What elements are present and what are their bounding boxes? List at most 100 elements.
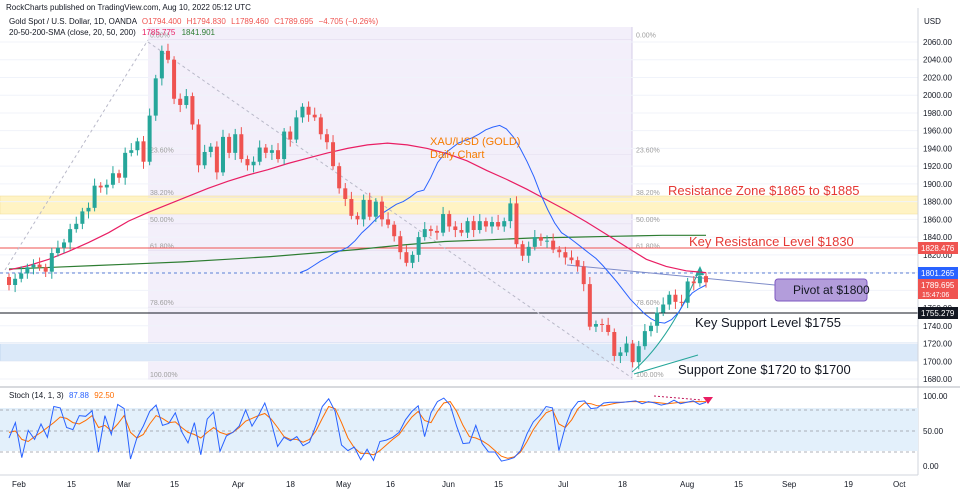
price-tick-label: 2020.00 bbox=[923, 73, 952, 82]
candle-body bbox=[575, 260, 580, 267]
candle-body bbox=[398, 236, 403, 253]
key-resistance-label: Key Resistance Level $1830 bbox=[689, 234, 854, 249]
pivot-pointer-line bbox=[566, 264, 786, 287]
stoch-legend: Stoch (14, 1, 3) 87.88 92.50 bbox=[9, 391, 115, 400]
resistance-zone-band bbox=[0, 195, 919, 215]
candle-body bbox=[92, 185, 97, 208]
candle-body bbox=[288, 131, 293, 140]
time-tick-label: 18 bbox=[618, 480, 627, 489]
tag-1828 bbox=[918, 242, 958, 254]
candle-body bbox=[569, 257, 574, 261]
candle-body bbox=[196, 124, 201, 166]
candle-body bbox=[697, 276, 702, 284]
fib-label-right: 100.00% bbox=[636, 372, 664, 379]
candle-body bbox=[404, 252, 409, 263]
candle-body bbox=[282, 131, 287, 160]
candle-body bbox=[612, 331, 617, 356]
change-value: −4.705 (−0.26%) bbox=[319, 17, 379, 26]
candle-body bbox=[618, 352, 623, 356]
candle-body bbox=[441, 214, 446, 233]
candle-body bbox=[667, 294, 672, 305]
sma50-line bbox=[8, 142, 707, 274]
support-zone-label: Support Zone $1720 to $1700 bbox=[678, 362, 851, 377]
candle-body bbox=[691, 281, 696, 284]
candle-body bbox=[361, 199, 366, 220]
candle-body bbox=[704, 276, 708, 283]
candle-body bbox=[483, 221, 488, 227]
candle-body bbox=[123, 152, 128, 178]
pivot-label-box bbox=[774, 278, 868, 302]
candle-body bbox=[7, 277, 11, 285]
candle-body bbox=[129, 150, 134, 153]
fib-label-right: 78.60% bbox=[636, 300, 660, 307]
time-tick-label: Jul bbox=[558, 480, 568, 489]
fib-diagonal bbox=[147, 41, 633, 379]
symbol-name: Gold Spot / U.S. Dollar, 1D, OANDA bbox=[9, 17, 138, 26]
fib-label-left: 38.20% bbox=[150, 190, 174, 197]
candle-body bbox=[19, 273, 24, 279]
time-axis: Feb 15 Mar 15 Apr 18 May 16 Jun 15 Jul 18 Aug 15 Sep 19… bbox=[12, 480, 906, 489]
annotation-subtitle: Daily Chart bbox=[430, 149, 484, 161]
candle-body bbox=[532, 237, 537, 247]
time-tick-label: 19 bbox=[844, 480, 853, 489]
time-tick-label: Sep bbox=[782, 480, 797, 489]
time-tick-label: 16 bbox=[386, 480, 395, 489]
open-value: O1794.400 bbox=[142, 17, 182, 26]
candle-body bbox=[520, 244, 525, 256]
candle-body bbox=[600, 324, 605, 326]
candle-body bbox=[147, 115, 152, 162]
candle-body bbox=[239, 134, 244, 160]
ohlc-line: Gold Spot / U.S. Dollar, 1D, OANDA O1794… bbox=[9, 17, 378, 26]
candle-body bbox=[178, 98, 183, 105]
candle-body bbox=[563, 252, 568, 258]
candle-body bbox=[49, 253, 54, 272]
candle-body bbox=[661, 304, 666, 313]
stoch-tick-label: 0.00 bbox=[923, 462, 939, 471]
candle-body bbox=[184, 96, 189, 105]
candle-body bbox=[233, 134, 238, 153]
candle-body bbox=[245, 159, 250, 166]
candle-body bbox=[496, 222, 501, 227]
candle-body bbox=[62, 242, 67, 248]
candle-body bbox=[630, 343, 635, 363]
price-tick-label: 1880.00 bbox=[923, 198, 952, 207]
fib-label-right: 61.80% bbox=[636, 243, 660, 250]
candle-body bbox=[392, 224, 397, 237]
candle-body bbox=[551, 240, 556, 250]
candle-body bbox=[459, 230, 464, 233]
candle-body bbox=[104, 184, 109, 188]
time-tick-label: Mar bbox=[117, 480, 131, 489]
close-value: C1789.695 bbox=[274, 17, 314, 26]
price-tick-label: 1980.00 bbox=[923, 109, 952, 118]
candle-body bbox=[190, 96, 195, 125]
candle-body bbox=[269, 150, 274, 153]
candle-body bbox=[642, 331, 647, 347]
candle-body bbox=[80, 211, 85, 224]
candle-body bbox=[593, 324, 598, 327]
stoch-k-value: 87.88 bbox=[69, 391, 90, 400]
price-tick-label: 1820.00 bbox=[923, 251, 952, 260]
stoch-grid bbox=[0, 409, 918, 453]
high-value: H1794.830 bbox=[187, 17, 227, 26]
candle-body bbox=[276, 150, 281, 160]
stoch-label: Stoch (14, 1, 3) bbox=[9, 391, 64, 400]
fib-label-left: 0.00% bbox=[150, 32, 170, 39]
candle-body bbox=[214, 146, 219, 173]
candle-body bbox=[343, 188, 348, 199]
fib-label-left: 100.00% bbox=[150, 372, 178, 379]
candle-body bbox=[422, 229, 427, 238]
candle-body bbox=[331, 142, 336, 167]
price-tick-label: 2000.00 bbox=[923, 91, 952, 100]
candle-body bbox=[673, 294, 678, 302]
candle-body bbox=[117, 173, 122, 178]
price-tick-label: 2060.00 bbox=[923, 38, 952, 47]
fib-label-right: 50.00% bbox=[636, 217, 660, 224]
tag-countdown-text: 15:47:06 bbox=[922, 292, 949, 299]
stoch-divergence-line bbox=[653, 395, 703, 401]
stoch-d-value: 92.50 bbox=[94, 391, 115, 400]
candle-body bbox=[373, 201, 378, 217]
candle-body bbox=[624, 343, 629, 353]
fib-levels: 100.00% 100.00% 78.60% 78.60% 61.80% 61.80% 50… bbox=[148, 32, 664, 380]
candle-body bbox=[86, 207, 91, 212]
candle-body bbox=[502, 221, 507, 227]
